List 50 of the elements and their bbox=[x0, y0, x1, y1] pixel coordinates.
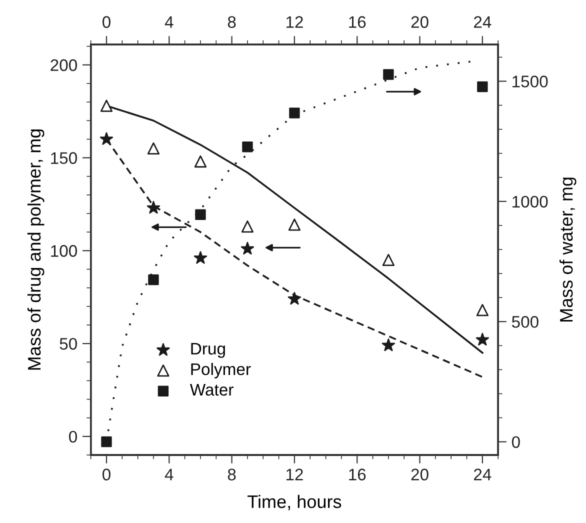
y2-tick-label: 1000 bbox=[512, 196, 548, 208]
x-tick-label: 12 bbox=[286, 468, 303, 480]
x2-tick-label: 20 bbox=[411, 16, 428, 28]
point bbox=[477, 81, 488, 92]
y2-tick-label: 1500 bbox=[512, 76, 548, 88]
y-axis-title: Mass of drug and polymer, mg bbox=[27, 129, 44, 370]
point bbox=[100, 132, 114, 145]
point bbox=[194, 251, 208, 264]
y-tick-label: 100 bbox=[51, 245, 77, 257]
x2-tick-label: 16 bbox=[349, 16, 366, 28]
point bbox=[147, 142, 160, 155]
point bbox=[382, 254, 395, 266]
legend-label: Polymer bbox=[191, 362, 251, 378]
point bbox=[148, 274, 159, 286]
point bbox=[146, 201, 160, 214]
point bbox=[288, 292, 302, 305]
point bbox=[241, 220, 254, 233]
x-axis-title: Time, hours bbox=[248, 494, 342, 510]
x-tick-label: 8 bbox=[228, 468, 236, 480]
y2-axis-title: Mass of water, mg bbox=[560, 178, 576, 322]
y2-tick-label: 0 bbox=[512, 436, 520, 448]
x-tick-label: 0 bbox=[102, 468, 110, 480]
point bbox=[476, 332, 490, 346]
x-tick-label: 20 bbox=[411, 468, 428, 480]
legend-label: Drug bbox=[191, 342, 225, 358]
x2-tick-label: 0 bbox=[102, 16, 110, 28]
point bbox=[101, 436, 112, 448]
legend-label: Water bbox=[190, 384, 234, 396]
point bbox=[195, 209, 206, 220]
point bbox=[242, 142, 253, 152]
point bbox=[240, 242, 254, 255]
x2-tick-label: 24 bbox=[474, 16, 492, 28]
y-tick-label: 200 bbox=[50, 59, 77, 72]
point bbox=[194, 155, 207, 168]
x2-tick-label: 12 bbox=[286, 16, 303, 28]
point bbox=[476, 304, 489, 316]
point bbox=[382, 338, 396, 352]
x-tick-label: 4 bbox=[164, 468, 174, 480]
point bbox=[289, 108, 300, 118]
y2-tick-label: 500 bbox=[512, 316, 538, 328]
point bbox=[100, 100, 113, 112]
point bbox=[288, 218, 301, 231]
y-tick-label: 0 bbox=[69, 430, 77, 443]
x2-tick-label: 8 bbox=[228, 16, 236, 28]
y-tick-label: 50 bbox=[60, 338, 77, 350]
x-tick-label: 16 bbox=[349, 468, 366, 480]
x2-tick-label: 4 bbox=[164, 16, 174, 28]
x-tick-label: 24 bbox=[474, 468, 492, 480]
y-tick-label: 150 bbox=[51, 152, 77, 164]
point bbox=[383, 69, 394, 80]
